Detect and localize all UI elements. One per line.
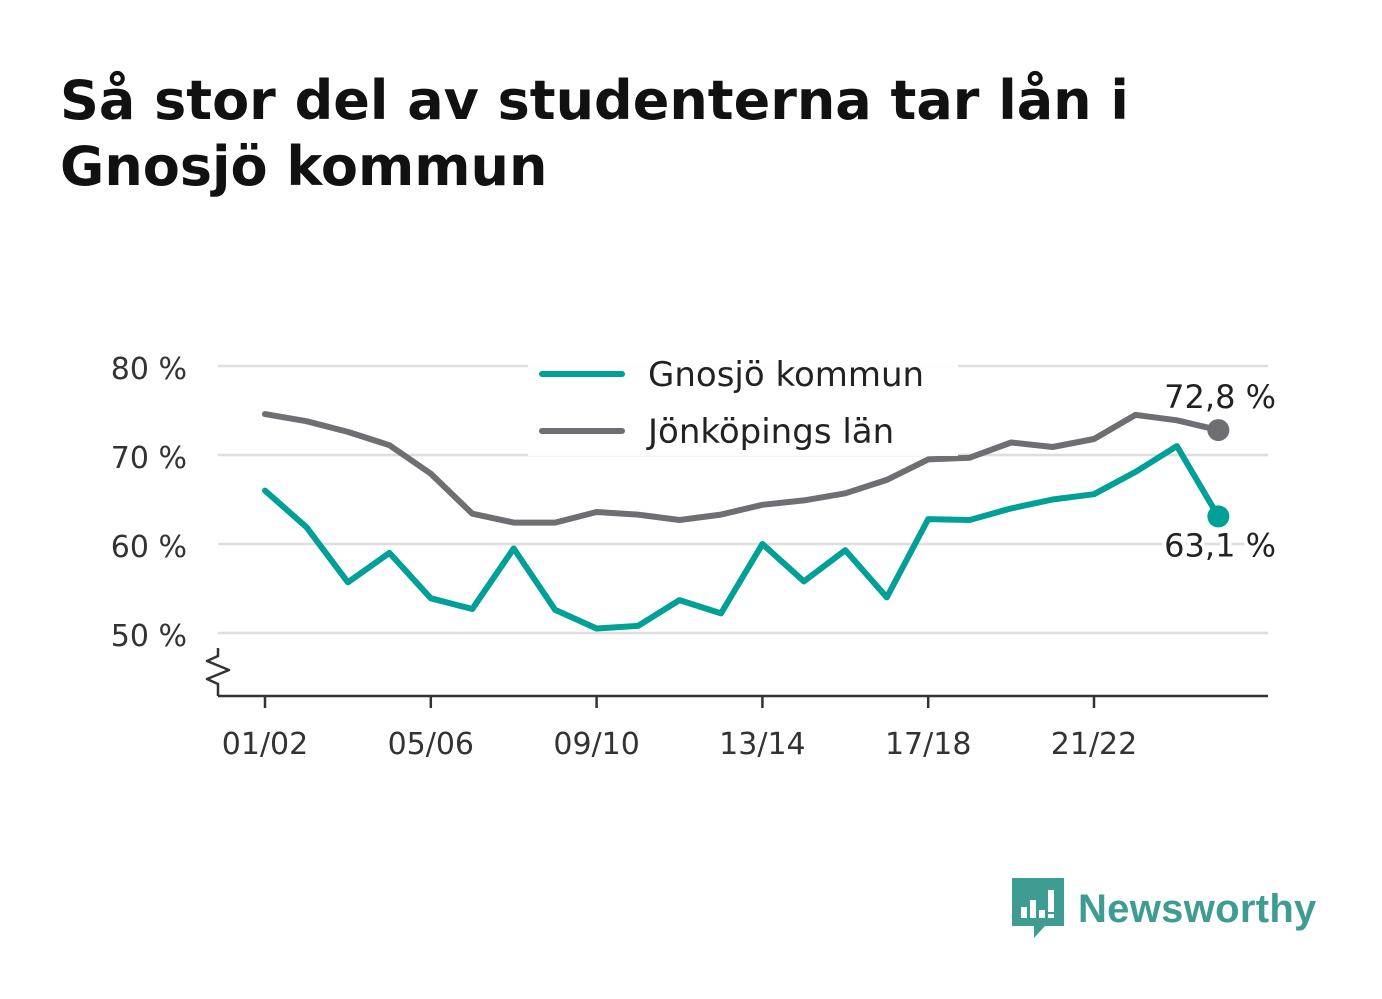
end-label-halo: 63,1 %	[1164, 526, 1276, 564]
end-label: 72,8 %	[1164, 378, 1276, 416]
legend-label: Jönköpings län	[646, 412, 894, 452]
end-label-halo: 72,8 %	[1164, 378, 1276, 416]
brand-name: Newsworthy	[1078, 886, 1317, 931]
series-line-0	[262, 443, 1222, 632]
brand[interactable]: Newsworthy	[1012, 878, 1317, 940]
y-tick-label: 80 %	[111, 352, 187, 387]
legend-label: Gnosjö kommun	[648, 355, 924, 395]
x-tick-label: 13/14	[719, 727, 805, 762]
newsworthy-logo-icon	[1012, 878, 1064, 938]
x-tick-label: 05/06	[388, 727, 474, 762]
legend-box	[528, 342, 958, 456]
x-tick-label: 17/18	[885, 727, 971, 762]
x-tick-label: 09/10	[553, 727, 639, 762]
end-marker	[1207, 505, 1230, 528]
chart-title: Så stor del av studenterna tar lån i Gno…	[60, 69, 1129, 198]
x-tick-label: 01/02	[222, 727, 308, 762]
series-line-1	[262, 411, 1222, 526]
axis-break	[205, 648, 231, 696]
y-tick-label: 60 %	[111, 530, 187, 565]
end-label: 63,1 %	[1164, 526, 1276, 564]
y-tick-label: 70 %	[111, 441, 187, 476]
end-marker	[1207, 419, 1230, 442]
y-tick-label: 50 %	[111, 619, 187, 654]
x-tick-label: 21/22	[1051, 727, 1137, 762]
